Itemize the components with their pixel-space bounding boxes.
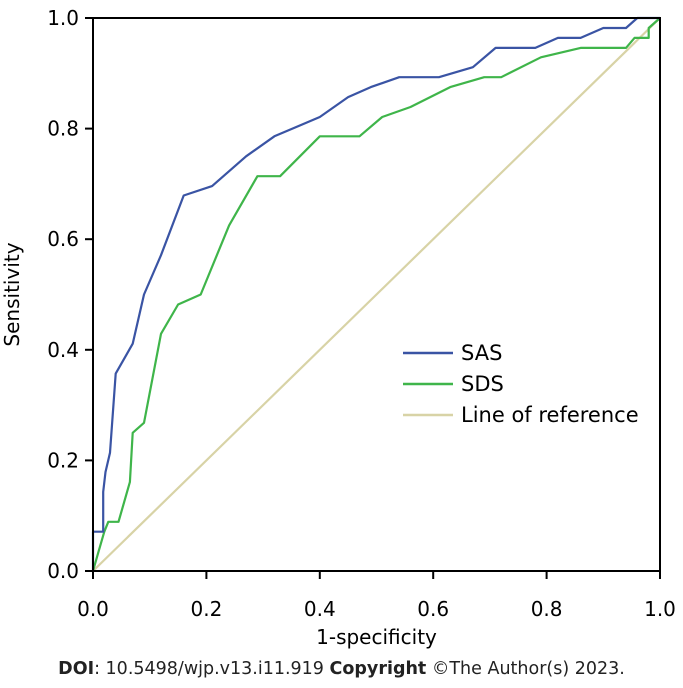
y-tick-label: 0.6: [47, 227, 79, 251]
copyright-value: ©The Author(s) 2023.: [426, 659, 625, 679]
legend: SAS SDS Line of reference: [403, 341, 639, 427]
x-tick-label: 0.2: [190, 597, 222, 621]
y-tick-label: 0.4: [47, 338, 79, 362]
x-tick-label: 0.8: [531, 597, 563, 621]
y-tick-label: 0.2: [47, 448, 79, 472]
series-line-line-of-reference: [92, 17, 661, 572]
plot-lines: [91, 16, 661, 572]
roc-chart: 0.0 0.2 0.4 0.6 0.8 1.0 0.0 0.2 0.4 0.6 0.8 1.0 1-…: [0, 6, 676, 649]
copyright-label: Copyright: [329, 659, 427, 679]
series-line-sds: [91, 17, 661, 572]
footer-citation: DOI: 10.5498/wjp.v13.i11.919 Copyright ©…: [0, 654, 683, 684]
x-axis-ticks: 0.0 0.2 0.4 0.6 0.8 1.0: [77, 571, 676, 621]
series-line-sas: [91, 16, 660, 571]
y-tick-label: 1.0: [47, 6, 79, 30]
y-tick-label: 0.0: [47, 559, 79, 583]
y-tick-label: 0.8: [47, 117, 79, 141]
y-axis-ticks: 0.0 0.2 0.4 0.6 0.8 1.0: [47, 6, 93, 583]
legend-label-sas: SAS: [461, 341, 502, 365]
x-tick-label: 0.6: [417, 597, 449, 621]
doi-value: : 10.5498/wjp.v13.i11.919: [94, 659, 330, 679]
plot-frame: [92, 17, 661, 572]
doi-label: DOI: [58, 659, 95, 679]
x-tick-label: 0.0: [77, 597, 109, 621]
legend-label-sds: SDS: [461, 372, 504, 396]
x-axis-title: 1-specificity: [316, 625, 437, 649]
y-axis-title: Sensitivity: [0, 242, 24, 346]
x-tick-label: 0.4: [304, 597, 336, 621]
x-tick-label: 1.0: [644, 597, 676, 621]
legend-label-line-of-reference: Line of reference: [461, 403, 639, 427]
